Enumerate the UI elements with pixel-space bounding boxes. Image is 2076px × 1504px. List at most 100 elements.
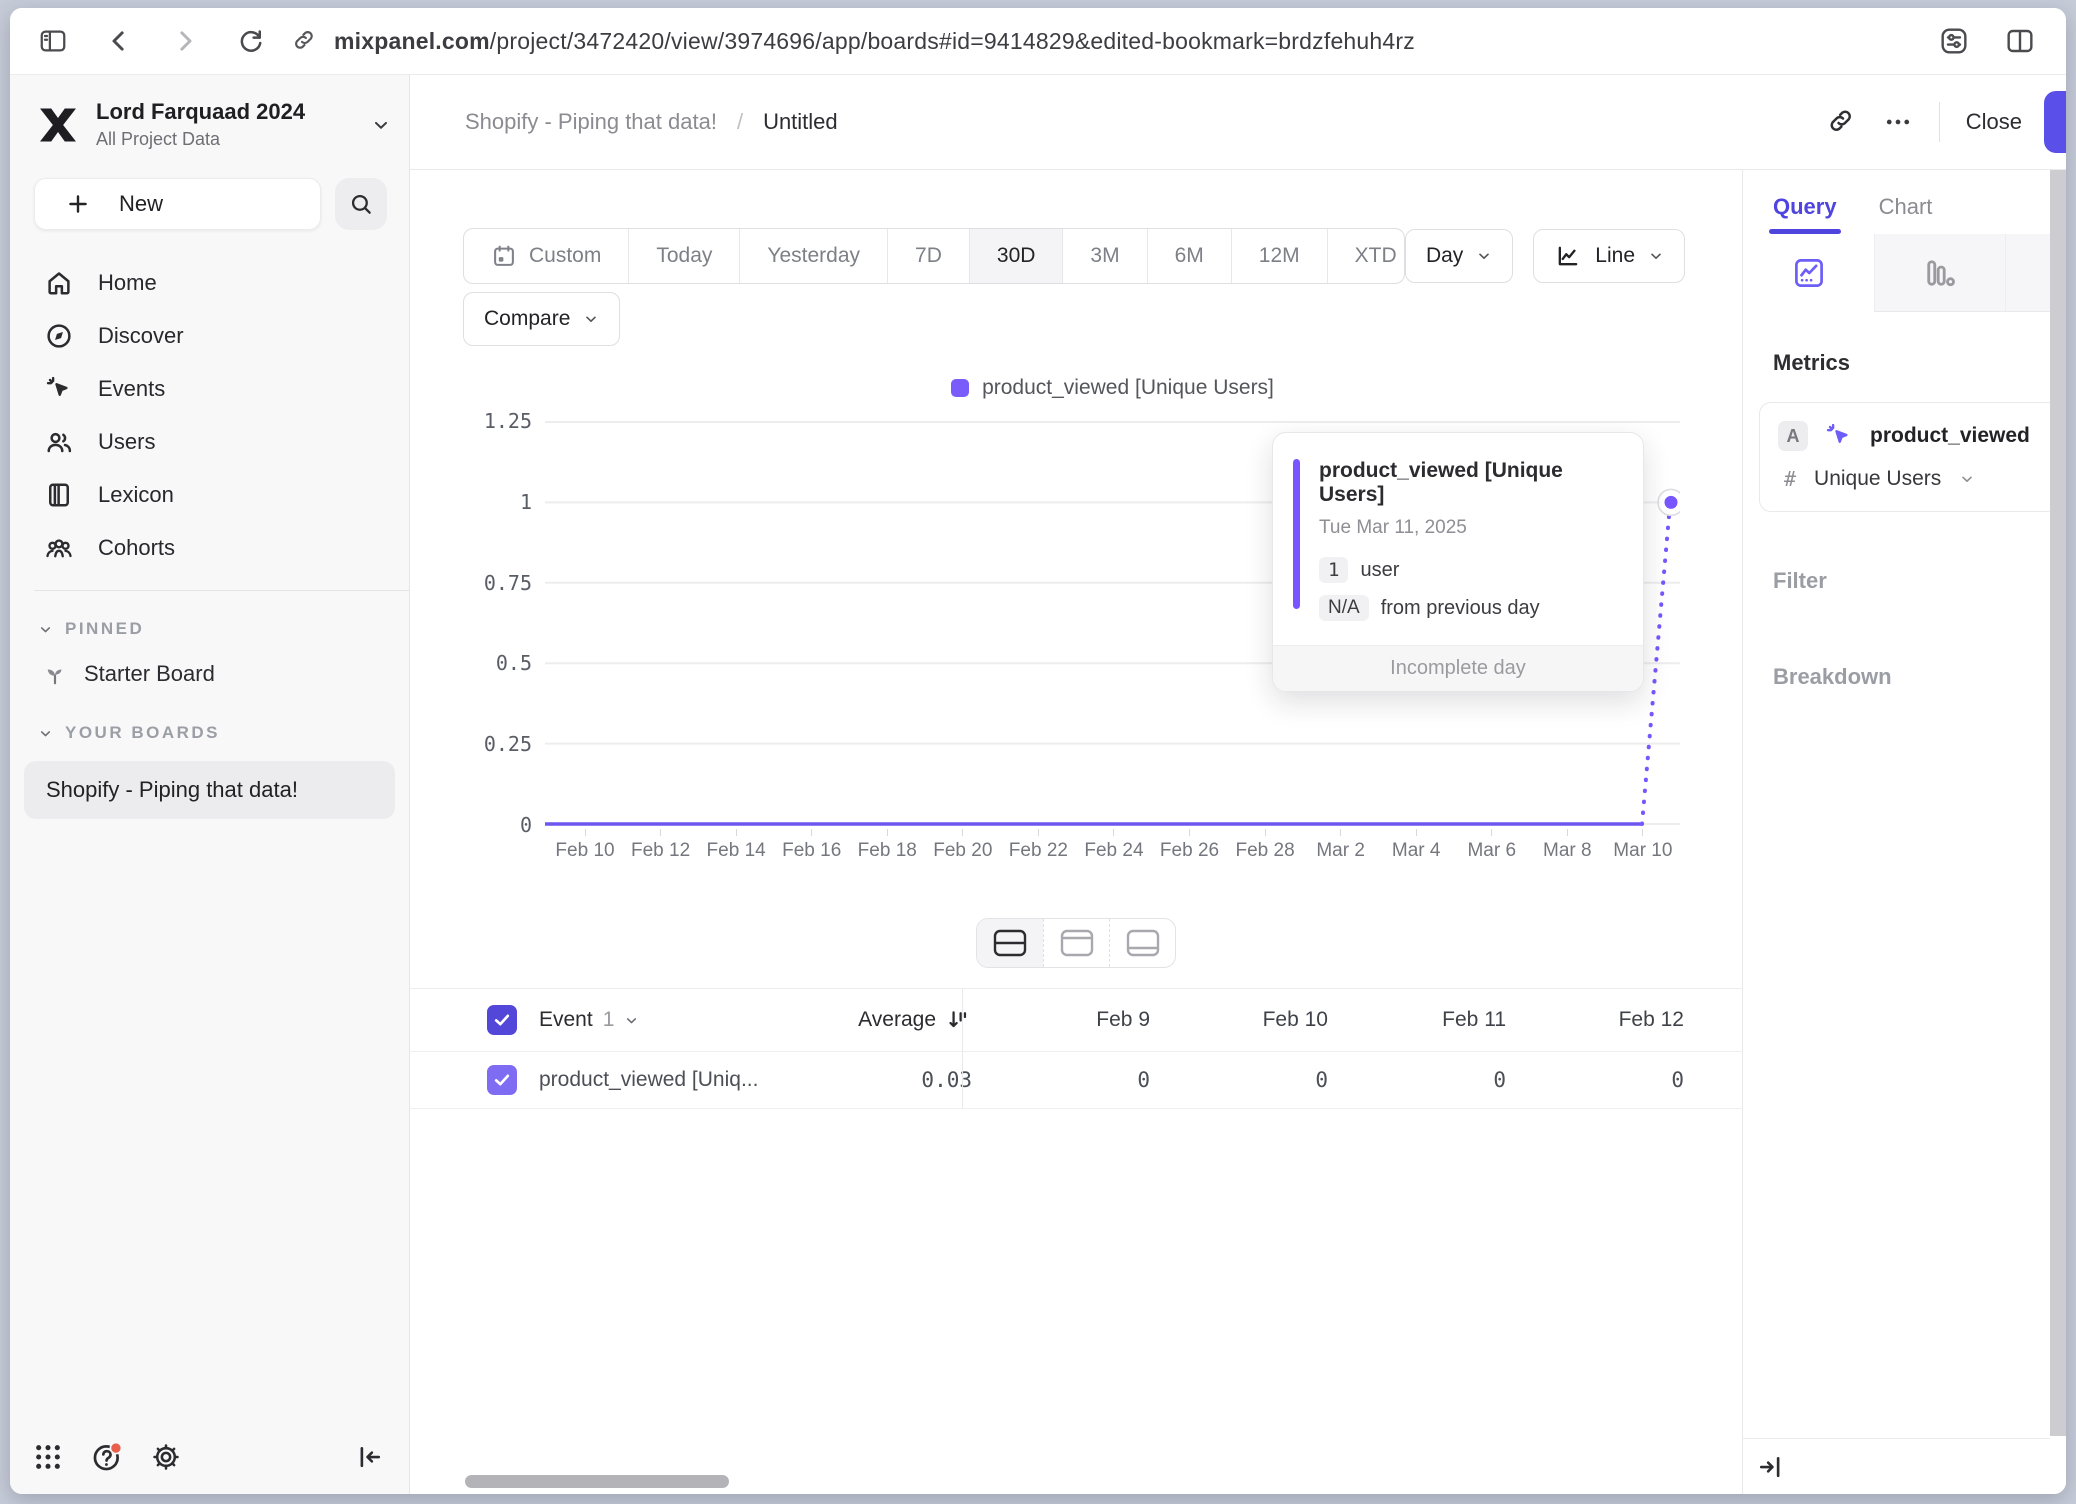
table-row[interactable]: product_viewed [Uniq... 0.03 0 0 0 0	[410, 1051, 1742, 1109]
query-panel-tabs: Query Chart	[1743, 170, 2066, 234]
funnels-report-tab[interactable]	[1874, 234, 2005, 312]
layout-split-view-button[interactable]	[977, 919, 1043, 967]
chevron-down-icon[interactable]	[624, 1013, 639, 1028]
report-type-tabs	[1743, 234, 2066, 312]
forward-icon[interactable]	[170, 26, 200, 56]
home-icon	[44, 268, 74, 298]
sidebar-item-cohorts[interactable]: Cohorts	[10, 521, 409, 574]
tab-chart[interactable]: Chart	[1878, 194, 1933, 219]
row-event-name: product_viewed [Uniq...	[539, 1068, 759, 1091]
browser-toolbar: mixpanel.com/project/3472420/view/397469…	[10, 8, 2066, 75]
range-yesterday[interactable]: Yesterday	[739, 229, 887, 283]
metric-aggregation-selector[interactable]: # Unique Users	[1778, 467, 2040, 491]
event-count: 1	[602, 1008, 615, 1031]
chart-type-dropdown[interactable]: Line	[1533, 229, 1685, 283]
close-button[interactable]: Close	[1965, 109, 2022, 134]
metric-card[interactable]: A product_viewed # Unique Users	[1759, 402, 2059, 512]
save-button-partial[interactable]	[2044, 91, 2066, 153]
project-name: Lord Farquaad 2024	[96, 99, 306, 124]
compare-button[interactable]: Compare	[463, 292, 621, 346]
tooltip-value: 1	[1319, 557, 1349, 583]
your-boards-label: YOUR BOARDS	[65, 723, 221, 742]
browser-extensions-icon[interactable]	[1938, 25, 1970, 57]
insights-report-tab[interactable]	[1743, 234, 1874, 312]
y-axis-labels: 1.25 1 0.75 0.5 0.25 0	[483, 409, 532, 837]
metric-letter-badge: A	[1778, 421, 1808, 451]
metric-event-name: product_viewed	[1870, 424, 2030, 447]
tab-query[interactable]: Query	[1769, 194, 1841, 234]
tooltip-delta-label: from previous day	[1380, 596, 1540, 619]
sidebar-item-starter-board[interactable]: Starter Board	[10, 661, 409, 687]
address-bar[interactable]: mixpanel.com/project/3472420/view/397469…	[292, 28, 1415, 55]
help-icon[interactable]	[90, 1440, 124, 1474]
sidebar-item-home[interactable]: Home	[10, 256, 409, 309]
sidebar-item-lexicon[interactable]: Lexicon	[10, 468, 409, 521]
cursor-click-icon	[44, 374, 74, 404]
tooltip-date: Tue Mar 11, 2025	[1319, 517, 1467, 538]
new-button[interactable]: New	[34, 178, 321, 230]
sidebar-item-label: Discover	[98, 322, 184, 348]
sidebar-item-board-shopify[interactable]: Shopify - Piping that data!	[24, 761, 395, 819]
chevron-down-icon	[1476, 248, 1492, 264]
layout-chart-only-button[interactable]	[1043, 919, 1109, 967]
select-all-checkbox[interactable]	[487, 1005, 517, 1035]
event-column-header[interactable]: Event	[539, 1008, 593, 1031]
sidebar: Lord Farquaad 2024 All Project Data New	[10, 75, 410, 1494]
chart-tooltip: product_viewed [Unique Users] Tue Mar 11…	[1272, 432, 1644, 692]
browser-sidebar-toggle-icon[interactable]	[38, 26, 68, 56]
collapse-sidebar-icon[interactable]	[355, 1442, 385, 1472]
row-checkbox[interactable]	[487, 1065, 517, 1095]
layout-table-only-button[interactable]	[1109, 919, 1175, 967]
range-today[interactable]: Today	[628, 229, 739, 283]
sidebar-item-discover[interactable]: Discover	[10, 309, 409, 362]
pinned-section-header[interactable]: PINNED	[38, 619, 409, 639]
horizontal-scrollbar-thumb[interactable]	[465, 1475, 729, 1488]
copy-link-icon[interactable]	[1827, 107, 1857, 137]
project-switcher[interactable]: Lord Farquaad 2024 All Project Data	[36, 99, 391, 150]
row-cell-value: 0	[1671, 1068, 1684, 1092]
breadcrumb-page-title[interactable]: Untitled	[763, 109, 838, 134]
tooltip-delta: N/A	[1319, 595, 1369, 621]
collapse-panel-icon[interactable]	[1755, 1452, 1785, 1482]
more-options-icon[interactable]	[1883, 107, 1913, 137]
sort-icon[interactable]	[946, 1007, 972, 1033]
row-cell-value: 0	[1137, 1068, 1150, 1092]
range-30d-selected[interactable]: 30D	[968, 229, 1063, 283]
reload-icon[interactable]	[236, 26, 266, 56]
back-icon[interactable]	[104, 26, 134, 56]
granularity-dropdown[interactable]: Day	[1404, 229, 1514, 283]
range-xtd[interactable]: XTD	[1326, 229, 1404, 283]
compass-icon	[44, 321, 74, 351]
range-custom[interactable]: Custom	[464, 229, 628, 283]
range-12m[interactable]: 12M	[1230, 229, 1327, 283]
report-header: Shopify - Piping that data! / Untitled C…	[410, 75, 2066, 170]
filter-section-header: Filter	[1773, 568, 1827, 593]
chart-legend[interactable]: product_viewed [Unique Users]	[545, 376, 1680, 400]
sidebar-item-users[interactable]: Users	[10, 415, 409, 468]
breadcrumb-board[interactable]: Shopify - Piping that data!	[465, 109, 717, 134]
tooltip-title: product_viewed [Unique Users]	[1319, 459, 1563, 506]
sidebar-item-events[interactable]: Events	[10, 362, 409, 415]
pinned-label: PINNED	[65, 619, 145, 638]
mixpanel-logo-icon	[36, 103, 80, 147]
apps-grid-icon[interactable]	[32, 1441, 64, 1473]
sidebar-item-label: Cohorts	[98, 534, 176, 560]
your-boards-section-header[interactable]: YOUR BOARDS	[38, 723, 409, 743]
row-cell-value: 0	[1493, 1068, 1506, 1092]
chevron-down-icon	[583, 311, 599, 327]
range-7d[interactable]: 7D	[887, 229, 969, 283]
report-canvas: Custom Today Yesterday 7D 30D 3M 6M 12M …	[410, 170, 1742, 1494]
x-axis-labels: Feb 10 Feb 12 Feb 14 Feb 16 Feb 18 Feb 20 Feb …	[548, 829, 1680, 862]
panel-scrollbar[interactable]	[2050, 170, 2066, 1436]
sidebar-footer	[10, 1420, 409, 1494]
breadcrumb: Shopify - Piping that data! / Untitled	[465, 109, 838, 135]
range-6m[interactable]: 6M	[1146, 229, 1231, 283]
settings-gear-icon[interactable]	[150, 1441, 182, 1473]
search-button[interactable]	[335, 178, 387, 230]
average-column-header[interactable]: Average	[858, 1008, 936, 1031]
line-chart-icon	[1554, 242, 1582, 270]
split-view-icon[interactable]	[2004, 25, 2036, 57]
sidebar-nav: Home Discover Events Users Lexicon	[10, 256, 409, 574]
event-spark-icon	[1824, 421, 1854, 451]
range-3m[interactable]: 3M	[1062, 229, 1146, 283]
